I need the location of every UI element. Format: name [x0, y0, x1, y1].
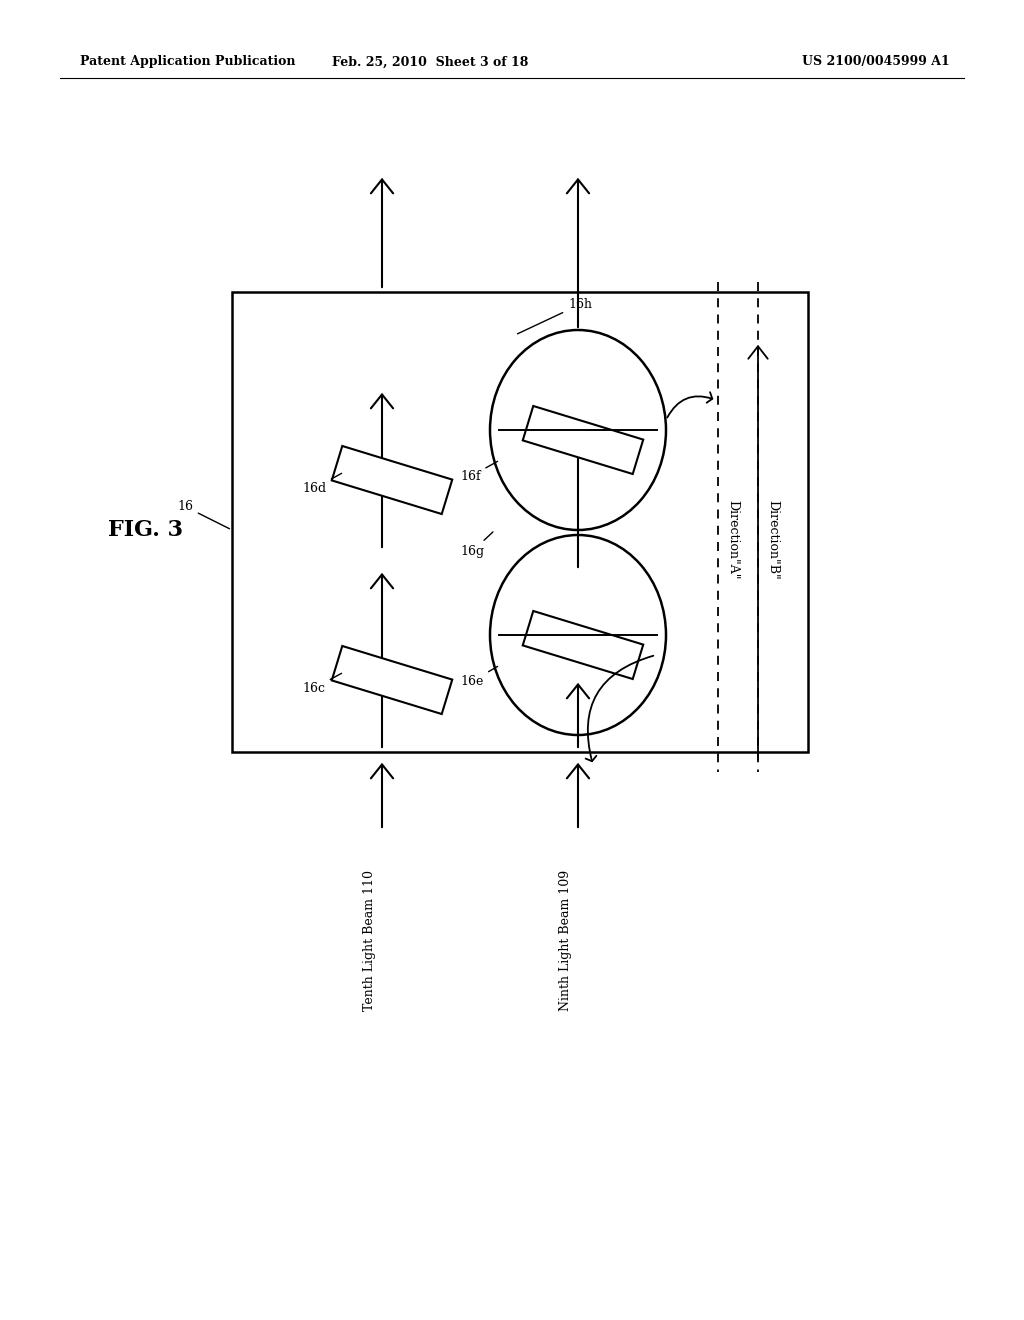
- Text: 16h: 16h: [517, 298, 592, 334]
- Polygon shape: [332, 446, 453, 513]
- Text: 16c: 16c: [302, 673, 342, 696]
- Text: Patent Application Publication: Patent Application Publication: [80, 55, 296, 69]
- Text: Direction"A": Direction"A": [726, 500, 739, 579]
- Polygon shape: [522, 407, 643, 474]
- Text: Feb. 25, 2010  Sheet 3 of 18: Feb. 25, 2010 Sheet 3 of 18: [332, 55, 528, 69]
- Text: US 2100/0045999 A1: US 2100/0045999 A1: [802, 55, 950, 69]
- Text: Tenth Light Beam 110: Tenth Light Beam 110: [364, 870, 377, 1011]
- Text: Ninth Light Beam 109: Ninth Light Beam 109: [559, 870, 572, 1011]
- Polygon shape: [332, 645, 453, 714]
- Text: 16: 16: [177, 500, 229, 529]
- Text: 16e: 16e: [460, 667, 498, 688]
- Polygon shape: [522, 611, 643, 678]
- Bar: [232, 292, 808, 752]
- Text: 16f: 16f: [460, 462, 498, 483]
- Text: FIG. 3: FIG. 3: [108, 519, 183, 541]
- Text: 16d: 16d: [302, 474, 342, 495]
- Text: Direction"B": Direction"B": [766, 500, 779, 579]
- Text: 16g: 16g: [460, 532, 493, 558]
